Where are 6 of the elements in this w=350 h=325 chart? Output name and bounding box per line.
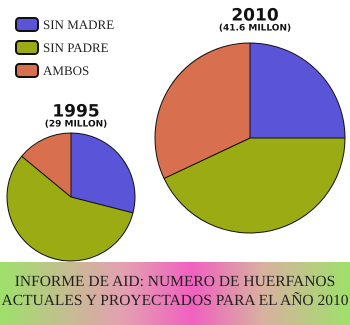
legend-label: AMBOS — [43, 63, 90, 78]
legend-label: SIN MADRE — [43, 17, 114, 32]
text: INFORME DE AID: NUMERO DE HUERFANOS ACTUALES Y PROYECTADOS PARA EL AÑO 2010 — [0, 262, 350, 325]
text: (41.6 MILLON) — [218, 24, 292, 34]
text: (29 MILLON) — [44, 120, 108, 130]
legend-label: SIN PADRE — [43, 40, 109, 55]
